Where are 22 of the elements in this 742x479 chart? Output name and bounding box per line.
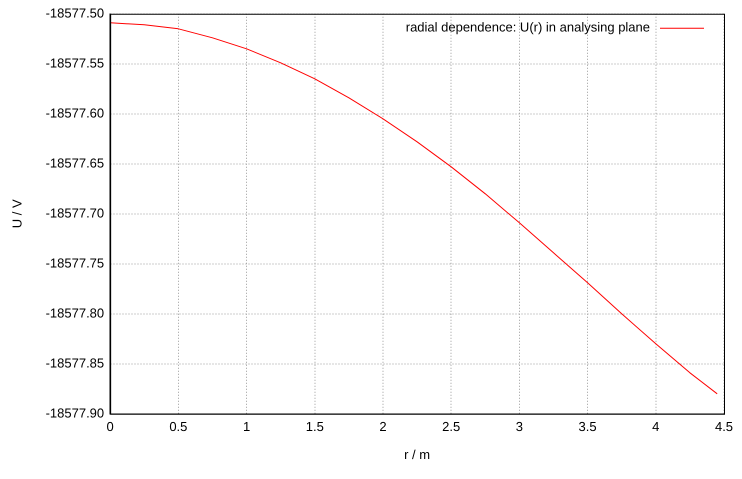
y-tick-label: -18577.75 [46,255,104,270]
x-tick-label: 1 [242,419,250,434]
legend-label: radial dependence: U(r) in analysing plane [406,19,650,34]
x-tick-label: 2.5 [442,419,460,434]
x-axis-title: r / m [404,446,430,462]
y-tick-label: -18577.60 [46,105,104,120]
y-tick-label: -18577.55 [46,55,104,70]
x-tick-label: 0 [106,419,114,434]
x-tick-label: 3.5 [578,419,597,434]
y-axis-title: U / V [9,199,24,228]
y-tick-label: -18577.85 [46,355,104,370]
x-tick-label: 1.5 [306,419,324,434]
x-tick-label: 0.5 [169,419,188,434]
x-tick-label: 2 [379,419,387,434]
x-tick-label: 4 [652,419,660,434]
y-tick-label: -18577.50 [46,5,104,20]
y-tick-label: -18577.80 [46,305,104,320]
x-tick-label: 3 [516,419,523,434]
y-tick-label: -18577.90 [46,405,104,420]
y-tick-label: -18577.65 [46,155,104,170]
y-tick-label: -18577.70 [46,205,104,220]
x-tick-label: 4.5 [714,419,734,434]
